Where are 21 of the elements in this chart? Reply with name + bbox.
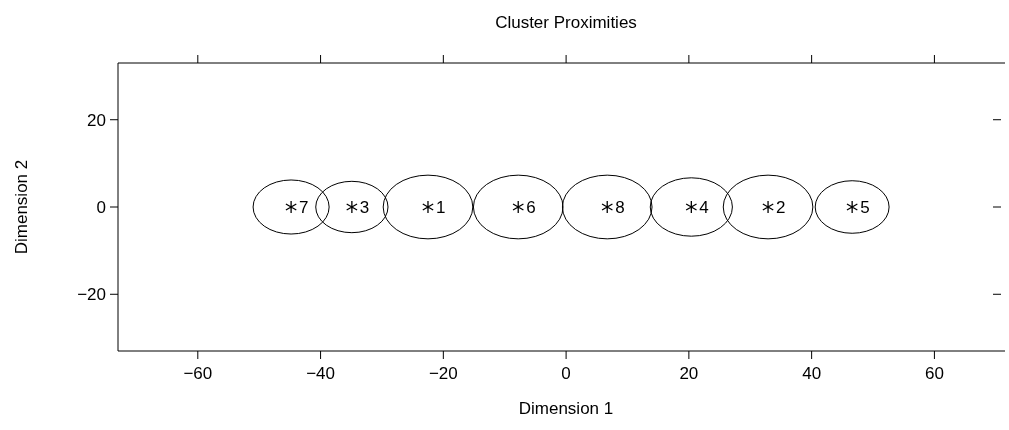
x-tick-label: 0: [561, 364, 571, 383]
y-tick-label: 0: [96, 198, 106, 217]
y-tick-label: −20: [77, 285, 106, 305]
annotation: 4: [699, 198, 709, 217]
annotation: 3: [359, 198, 370, 217]
x-tick-label: −40: [306, 364, 335, 383]
x-axis-title: Dimension 1: [518, 399, 614, 418]
x-tick-label: 40: [802, 364, 822, 383]
annotation: 6: [526, 198, 536, 217]
chart-title: Cluster Proximities: [495, 13, 637, 32]
y-tick-label: 20: [87, 110, 106, 130]
annotation: 1: [435, 198, 446, 217]
x-tick-label: −20: [428, 364, 458, 383]
annotation: 5: [860, 198, 870, 217]
annotation: 2: [776, 198, 786, 217]
annotation: 7: [299, 198, 309, 217]
y-axis-title: Dimension 2: [12, 159, 31, 255]
x-tick-label: −60: [183, 364, 213, 383]
x-tick-label: 60: [924, 364, 944, 383]
annotation: 8: [615, 198, 625, 217]
x-tick-label: 20: [679, 364, 699, 383]
